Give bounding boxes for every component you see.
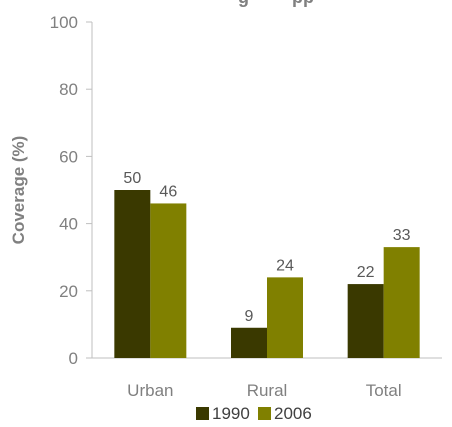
bar-total-1990	[347, 284, 384, 358]
data-label-urban-2006: 46	[159, 183, 177, 200]
data-label-total-1990: 22	[357, 264, 375, 281]
y-tick-label: 0	[69, 349, 78, 368]
category-label-rural: Rural	[247, 381, 288, 400]
data-label-urban-1990: 50	[123, 170, 141, 187]
bar-urban-2006	[150, 203, 187, 358]
y-tick-label: 40	[59, 215, 78, 234]
bar-rural-1990	[231, 327, 267, 358]
y-tick-label: 20	[59, 282, 78, 301]
y-tick-label: 80	[59, 80, 78, 99]
category-label-urban: Urban	[127, 381, 173, 400]
y-tick-label: 100	[50, 13, 78, 32]
bar-urban-1990	[114, 190, 151, 358]
y-tick-label: 60	[59, 147, 78, 166]
legend-label-2006: 2006	[274, 404, 312, 423]
legend-label-1990: 1990	[212, 404, 250, 423]
legend: 1990 2006	[196, 404, 312, 423]
chart-title-fragment-2: pp	[292, 0, 314, 7]
bar-rural-2006	[267, 277, 303, 358]
chart-title-fragment: g	[238, 0, 249, 7]
category-label-total: Total	[366, 381, 402, 400]
legend-swatch-2006	[258, 407, 271, 420]
data-label-rural-1990: 9	[245, 308, 254, 325]
legend-swatch-1990	[196, 407, 209, 420]
data-label-rural-2006: 24	[276, 257, 294, 274]
y-axis-label: Coverage (%)	[9, 136, 28, 245]
data-label-total-2006: 33	[393, 227, 411, 244]
bar-total-2006	[383, 247, 420, 358]
